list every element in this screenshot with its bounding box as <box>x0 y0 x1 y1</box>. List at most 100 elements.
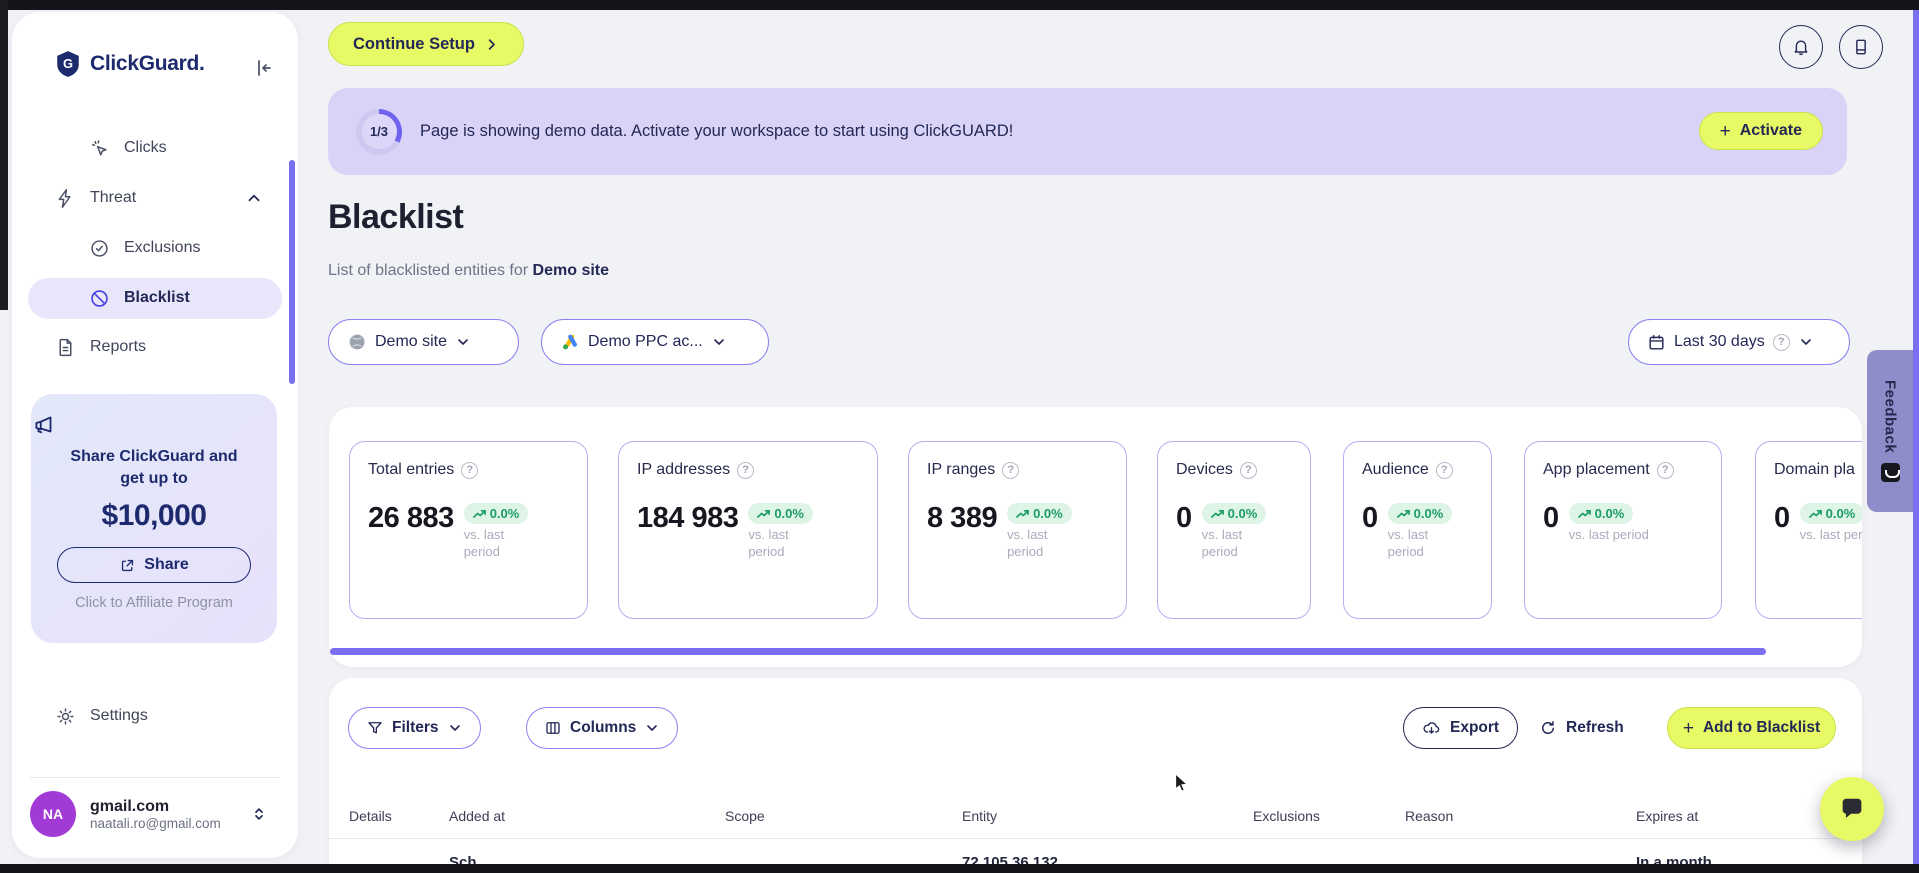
document-icon <box>55 337 76 358</box>
sidebar-item-blacklist[interactable]: Blacklist <box>12 278 298 318</box>
stats-horizontal-scrollbar[interactable] <box>330 648 1766 655</box>
help-icon[interactable]: ? <box>1435 461 1453 479</box>
funnel-icon <box>368 722 382 734</box>
active-nav-highlight <box>28 278 282 319</box>
book-icon <box>1856 39 1866 55</box>
stat-label: IP addresses <box>637 461 731 478</box>
docs-button[interactable] <box>1839 25 1883 69</box>
banner-message: Page is showing demo data. Activate your… <box>420 122 1014 140</box>
sidebar-scrollbar[interactable] <box>289 160 295 384</box>
lightning-icon <box>55 188 76 209</box>
date-range-selector[interactable]: Last 30 days ? <box>1628 319 1850 365</box>
chevron-down-icon <box>713 339 724 345</box>
help-icon[interactable]: ? <box>1002 461 1020 479</box>
table-header-divider <box>329 838 1862 839</box>
stat-value: 0 <box>1362 502 1378 534</box>
export-button[interactable]: Export <box>1403 707 1519 749</box>
stat-sub: vs. last per <box>1799 527 1862 542</box>
notifications-button[interactable] <box>1779 25 1823 69</box>
trend-up-icon <box>1396 509 1410 518</box>
trend-up-icon <box>1016 509 1029 518</box>
refresh-button[interactable]: Refresh <box>1539 707 1624 749</box>
expand-updown-icon[interactable] <box>250 805 268 823</box>
trend-up-icon <box>1577 509 1591 518</box>
site-selector[interactable]: Demo site <box>328 319 519 365</box>
stat-card-app-placement: App placement? 0 0.0% vs. last period <box>1524 441 1722 619</box>
add-to-blacklist-button[interactable]: + Add to Blacklist <box>1667 707 1836 749</box>
chevron-up-icon[interactable] <box>245 189 263 207</box>
column-header-details: Details <box>349 808 392 824</box>
continue-setup-button[interactable]: Continue Setup <box>328 22 524 66</box>
refresh-label: Refresh <box>1566 719 1624 736</box>
blacklist-table-panel: Filters Columns Export Refresh + Add to … <box>329 678 1862 873</box>
sidebar-item-clicks[interactable]: Clicks <box>12 128 298 168</box>
account-switcher[interactable]: NA gmail.com naatali.ro@gmail.com <box>30 786 280 842</box>
stat-label: App placement <box>1543 461 1650 478</box>
chevron-down-icon <box>647 725 658 731</box>
delta-badge: 0.0% <box>748 503 813 524</box>
trend-up-icon <box>472 509 486 518</box>
help-icon[interactable]: ? <box>1656 461 1674 479</box>
stat-value: 8 389 <box>927 502 998 534</box>
stat-value: 0 <box>1176 502 1192 534</box>
sidebar-item-settings[interactable]: Settings <box>12 696 298 736</box>
sidebar-item-exclusions[interactable]: Exclusions <box>12 228 298 268</box>
column-header-scope: Scope <box>725 808 765 824</box>
refresh-icon <box>1542 721 1554 734</box>
page-title: Blacklist <box>328 198 464 236</box>
filters-button[interactable]: Filters <box>348 707 481 749</box>
window-frame-top <box>0 0 1919 10</box>
badge-check-icon <box>89 238 110 259</box>
share-button[interactable]: Share <box>57 547 251 584</box>
chat-widget-button[interactable] <box>1820 777 1884 841</box>
feedback-tab[interactable]: Feedback <box>1867 350 1913 512</box>
help-icon[interactable]: ? <box>1239 461 1257 479</box>
help-icon[interactable]: ? <box>737 461 755 479</box>
stat-card-domain-placement: Domain pla 0 0.0% vs. last per <box>1755 441 1862 619</box>
columns-label: Columns <box>570 719 637 736</box>
setup-progress-ring: 1/3 <box>356 108 402 155</box>
promo-text: Share ClickGuard and get up to <box>70 448 238 487</box>
google-ads-icon <box>563 334 577 350</box>
stat-label: Domain pla <box>1774 461 1855 478</box>
sidebar-item-label: Settings <box>90 707 148 724</box>
filters-label: Filters <box>392 719 439 736</box>
setup-progress-step: 1/3 <box>361 114 397 149</box>
export-label: Export <box>1450 719 1500 736</box>
chat-bubble-icon <box>1842 798 1862 818</box>
stat-label: Audience <box>1362 461 1429 478</box>
sidebar-item-label: Reports <box>90 338 147 355</box>
columns-button[interactable]: Columns <box>526 707 679 749</box>
ppc-account-selector[interactable]: Demo PPC ac... <box>541 319 769 365</box>
page-scrollbar[interactable] <box>1913 10 1919 864</box>
stat-card-total-entries: Total entries? 26 883 0.0% vs. last peri… <box>349 441 588 619</box>
sidebar-divider <box>30 777 280 778</box>
affiliate-promo-card[interactable]: Share ClickGuard and get up to $10,000 Sh… <box>31 394 277 643</box>
columns-icon <box>546 722 560 734</box>
trend-up-icon <box>1808 509 1822 518</box>
activate-button[interactable]: + Activate <box>1698 112 1823 150</box>
demo-data-banner: 1/3 Page is showing demo data. Activate … <box>328 88 1847 175</box>
trend-up-icon <box>757 509 771 518</box>
calendar-icon <box>1649 334 1664 350</box>
chevron-down-icon <box>1800 339 1811 345</box>
window-frame-bottom <box>0 864 1919 873</box>
column-header-added-at: Added at <box>449 808 506 824</box>
sidebar-item-reports[interactable]: Reports <box>12 327 298 367</box>
share-label: Share <box>144 556 189 574</box>
stat-value: 184 983 <box>637 502 739 534</box>
help-icon[interactable]: ? <box>1772 333 1790 351</box>
stat-sub: vs. last period <box>463 527 505 559</box>
svg-text:G: G <box>63 56 73 71</box>
collapse-sidebar-icon[interactable] <box>252 56 276 80</box>
trend-up-icon <box>1210 509 1224 518</box>
sidebar-item-threat[interactable]: Threat <box>12 178 298 218</box>
cursor-click-icon <box>89 138 110 159</box>
delta-badge: 0.0% <box>1568 503 1634 524</box>
gear-icon <box>55 706 76 727</box>
stat-label: Devices <box>1176 461 1233 478</box>
column-header-entity: Entity <box>962 808 998 824</box>
account-name: gmail.com <box>90 797 170 815</box>
megaphone-icon <box>31 412 277 438</box>
help-icon[interactable]: ? <box>461 461 479 479</box>
